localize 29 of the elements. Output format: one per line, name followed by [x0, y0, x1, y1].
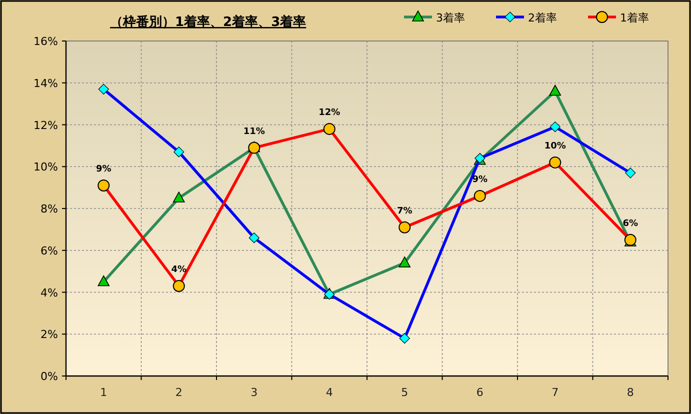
chart-title: （枠番別）1着率、2着率、3着率: [110, 14, 306, 30]
data-label: 10%: [544, 141, 566, 152]
y-tick-label: 4%: [40, 286, 58, 300]
data-label: 7%: [396, 206, 412, 216]
x-tick-label: 1: [100, 386, 108, 399]
data-label: 12%: [318, 108, 340, 118]
y-tick-label: 8%: [40, 202, 58, 216]
x-tick-label: 7: [552, 386, 559, 399]
x-tick-label: 2: [175, 386, 182, 399]
legend-label: 2着率: [528, 12, 557, 24]
y-tick-label: 2%: [40, 328, 58, 342]
legend-label: 1着率: [620, 12, 649, 24]
y-tick-label: 6%: [40, 244, 58, 258]
y-tick-label: 0%: [40, 370, 58, 383]
data-label: 11%: [243, 126, 265, 137]
y-tick-label: 10%: [34, 160, 58, 174]
x-tick-label: 8: [626, 386, 634, 399]
y-tick-label: 12%: [34, 118, 58, 132]
x-tick-label: 4: [326, 386, 333, 399]
data-label: 9%: [472, 174, 488, 185]
y-tick-label: 14%: [34, 76, 58, 90]
data-label: 6%: [622, 218, 638, 229]
x-tick-label: 6: [476, 386, 484, 399]
x-tick-label: 3: [250, 386, 258, 399]
y-tick-label: 16%: [34, 35, 58, 48]
x-tick-label: 5: [401, 386, 408, 399]
data-label: 9%: [96, 164, 112, 174]
data-label: 4%: [171, 264, 187, 275]
legend-label: 3着率: [436, 12, 465, 24]
